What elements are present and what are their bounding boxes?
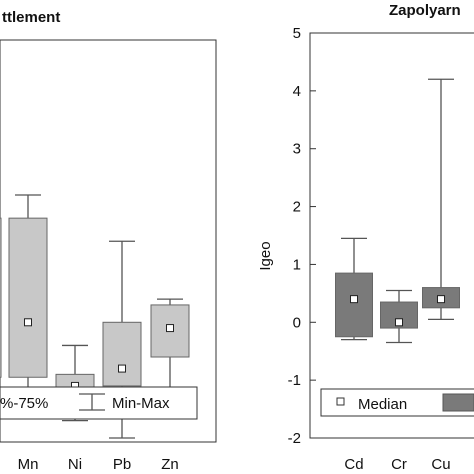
left-x-tick-label: Ni [68,456,82,473]
left-x-tick-labels: Mn Ni Pb Zn [18,456,179,473]
left-chart-marks [0,194,190,439]
left-chart-title: ttlement [2,9,60,26]
y-tick-label: 3 [293,141,301,158]
y-tick-label: 2 [293,199,301,216]
left-box-1 [8,194,48,404]
left-box-3 [102,240,142,439]
y-tick-label: 0 [293,314,301,331]
left-legend: %-75% Min-Max [0,386,198,420]
y-axis-label: Igeo [257,241,274,270]
right-y-ticks: 5 4 3 2 1 0 -1 -2 [288,25,316,447]
right-legend-median-label: Median [358,396,407,413]
left-legend-box [0,386,198,420]
right-box-1 [380,289,418,344]
right-plot-frame [309,32,474,439]
left-median-marker [118,364,126,373]
right-chart-title: Zapolyarn [389,2,461,19]
right-median-marker [395,318,403,327]
box-legend-swatch [442,393,474,412]
left-legend-range-label: %-75% [0,395,48,412]
right-legend: Median [320,388,474,417]
left-x-tick-label: Pb [113,456,131,473]
right-panel: Zapolyarn Igeo 5 4 3 2 1 0 -1 -2 Cd Cr Cu Median [257,2,474,473]
right-x-tick-label: Cr [391,456,407,473]
right-median-marker [437,295,445,304]
right-box-2 [422,78,460,321]
left-median-marker [24,318,32,327]
min-max-legend-icon [79,393,105,411]
right-x-tick-label: Cd [344,456,363,473]
left-x-tick-label: Mn [18,456,39,473]
y-tick-label: 1 [293,256,301,273]
y-tick-label: 4 [293,83,301,100]
right-chart-marks [335,78,460,344]
right-iqr-box [335,272,373,338]
left-plot-frame [0,39,217,443]
left-iqr-box [0,217,2,378]
left-iqr-box [8,217,48,378]
left-legend-minmax-label: Min-Max [112,395,170,412]
left-box-4 [150,298,190,393]
left-iqr-box [150,304,190,358]
median-legend-marker [336,397,345,406]
left-iqr-box [102,321,142,387]
y-tick-label: -2 [288,430,301,447]
right-x-tick-label: Cu [431,456,450,473]
right-box-0 [335,237,373,341]
left-x-tick-label: Zn [161,456,179,473]
left-panel: ttlement Mn Ni Pb Zn %-75% Min-Max [0,9,217,473]
left-box-0 [0,217,2,378]
right-median-marker [350,295,358,304]
right-x-tick-labels: Cd Cr Cu [344,456,450,473]
left-median-marker [166,324,174,333]
y-tick-label: 5 [293,25,301,42]
y-tick-label: -1 [288,372,301,389]
